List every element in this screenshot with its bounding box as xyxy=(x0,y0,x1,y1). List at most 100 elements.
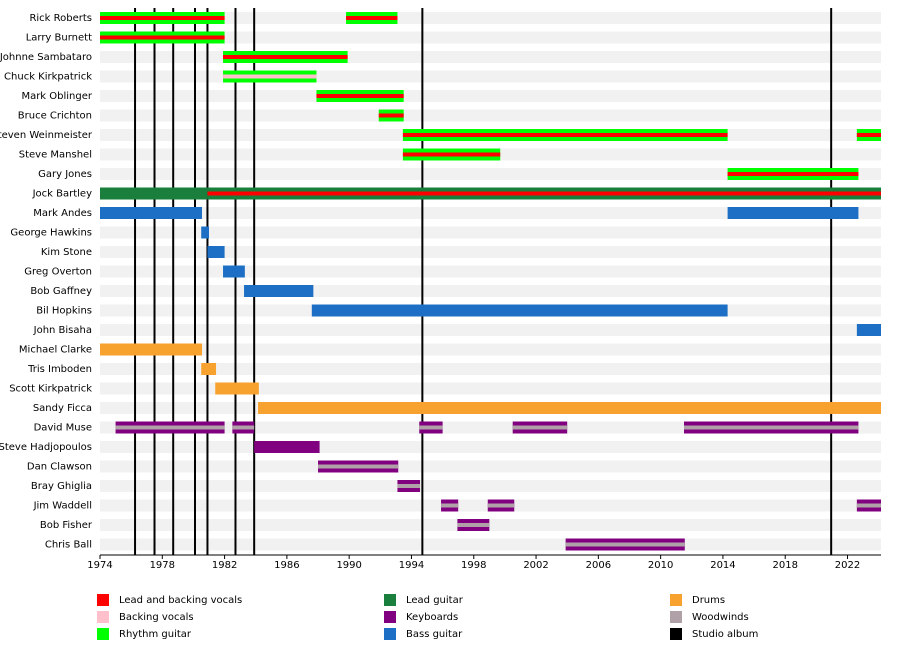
role-stripe xyxy=(115,425,225,430)
member-label: David Muse xyxy=(34,423,92,434)
role-stripe xyxy=(232,425,255,430)
row-band xyxy=(100,168,881,180)
role-stripe xyxy=(856,503,881,508)
row-band xyxy=(100,12,881,24)
role-bar xyxy=(100,207,203,219)
role-stripe xyxy=(100,35,225,40)
member-label: John Bisaha xyxy=(33,325,92,336)
member-label: George Hawkins xyxy=(10,228,92,239)
legend-swatch xyxy=(670,611,682,623)
role-stripe xyxy=(316,94,404,98)
role-bar xyxy=(258,402,881,414)
role-stripe xyxy=(402,133,728,137)
legend-label: Bass guitar xyxy=(406,629,463,640)
role-stripe xyxy=(487,503,515,508)
role-stripe xyxy=(100,16,225,20)
row-band xyxy=(100,207,881,219)
row-band xyxy=(100,265,881,278)
legend-swatch xyxy=(97,628,109,640)
role-bar xyxy=(856,324,881,336)
member-label: Jim Waddell xyxy=(33,501,92,512)
member-label: Tris Imboden xyxy=(27,364,92,375)
role-stripe xyxy=(856,133,881,137)
member-label: Bob Gaffney xyxy=(30,286,92,297)
row-band xyxy=(100,285,881,297)
x-tick-label: 2006 xyxy=(586,560,611,571)
legend-swatch xyxy=(670,594,682,606)
role-stripe xyxy=(378,113,404,118)
role-bar xyxy=(311,304,728,317)
x-tick-label: 1982 xyxy=(212,560,237,571)
member-label: Chris Ball xyxy=(45,540,92,551)
member-label: Bil Hopkins xyxy=(36,306,92,317)
legend-swatch xyxy=(97,594,109,606)
row-band xyxy=(100,226,881,239)
x-tick-label: 2002 xyxy=(523,560,548,571)
row-band xyxy=(100,382,881,395)
role-bar xyxy=(201,226,210,239)
x-tick-label: 1974 xyxy=(87,560,112,571)
member-label: Steven Weinmeister xyxy=(0,130,93,141)
row-band xyxy=(100,246,881,258)
legend-swatch xyxy=(384,628,396,640)
role-bar xyxy=(215,382,259,395)
x-tick-label: 1994 xyxy=(399,560,424,571)
role-stripe xyxy=(683,425,859,430)
legend-label: Lead guitar xyxy=(406,595,464,606)
row-band xyxy=(100,324,881,336)
role-stripe xyxy=(441,503,459,508)
member-label: Dan Clawson xyxy=(27,462,92,473)
row-band xyxy=(100,363,881,375)
member-label: Bruce Crichton xyxy=(18,111,92,122)
role-stripe xyxy=(223,55,348,59)
x-tick-label: 1998 xyxy=(461,560,486,571)
row-band xyxy=(100,441,881,453)
role-bar xyxy=(223,265,245,278)
member-label: Kim Stone xyxy=(41,247,92,258)
member-label: Rick Roberts xyxy=(29,13,92,24)
role-stripe xyxy=(397,484,421,488)
member-label: Gary Jones xyxy=(38,169,92,180)
member-label: Chuck Kirkpatrick xyxy=(4,72,92,83)
role-bar xyxy=(100,343,203,356)
member-label: Sandy Ficca xyxy=(33,403,92,414)
member-label: Steve Manshel xyxy=(19,150,92,161)
member-label: Scott Kirkpatrick xyxy=(9,384,92,395)
legend-swatch xyxy=(670,628,682,640)
x-tick-label: 2010 xyxy=(648,560,673,571)
legend-label: Studio album xyxy=(692,629,758,640)
member-label: Mark Andes xyxy=(33,208,92,219)
member-label: Jock Bartley xyxy=(32,189,92,200)
member-label: Michael Clarke xyxy=(19,345,92,356)
x-tick-label: 2014 xyxy=(710,560,735,571)
legend-swatch xyxy=(384,611,396,623)
member-label: Bray Ghiglia xyxy=(31,481,92,492)
row-band xyxy=(100,31,881,44)
legend-label: Woodwinds xyxy=(692,612,749,623)
member-label: Greg Overton xyxy=(24,267,92,278)
row-band xyxy=(100,480,881,492)
legend-label: Lead and backing vocals xyxy=(119,595,242,606)
legend-label: Keyboards xyxy=(406,612,458,623)
row-band xyxy=(100,538,881,551)
role-bar xyxy=(727,207,859,219)
row-band xyxy=(100,109,881,122)
legend-swatch xyxy=(97,611,109,623)
row-band xyxy=(100,460,881,473)
row-band xyxy=(100,70,881,83)
member-label: Mark Oblinger xyxy=(21,91,92,102)
role-bar xyxy=(100,187,208,200)
legend-label: Rhythm guitar xyxy=(119,629,192,640)
row-band xyxy=(100,519,881,531)
member-label: Bob Fisher xyxy=(40,520,93,531)
x-tick-label: 1990 xyxy=(336,560,361,571)
member-label: Johnne Sambataro xyxy=(0,52,92,63)
x-tick-label: 2018 xyxy=(772,560,797,571)
role-stripe xyxy=(223,74,317,79)
member-label: Larry Burnett xyxy=(26,33,92,44)
row-band xyxy=(100,90,881,102)
x-tick-label: 1978 xyxy=(150,560,175,571)
role-bar xyxy=(207,246,225,258)
role-bar xyxy=(244,285,314,297)
